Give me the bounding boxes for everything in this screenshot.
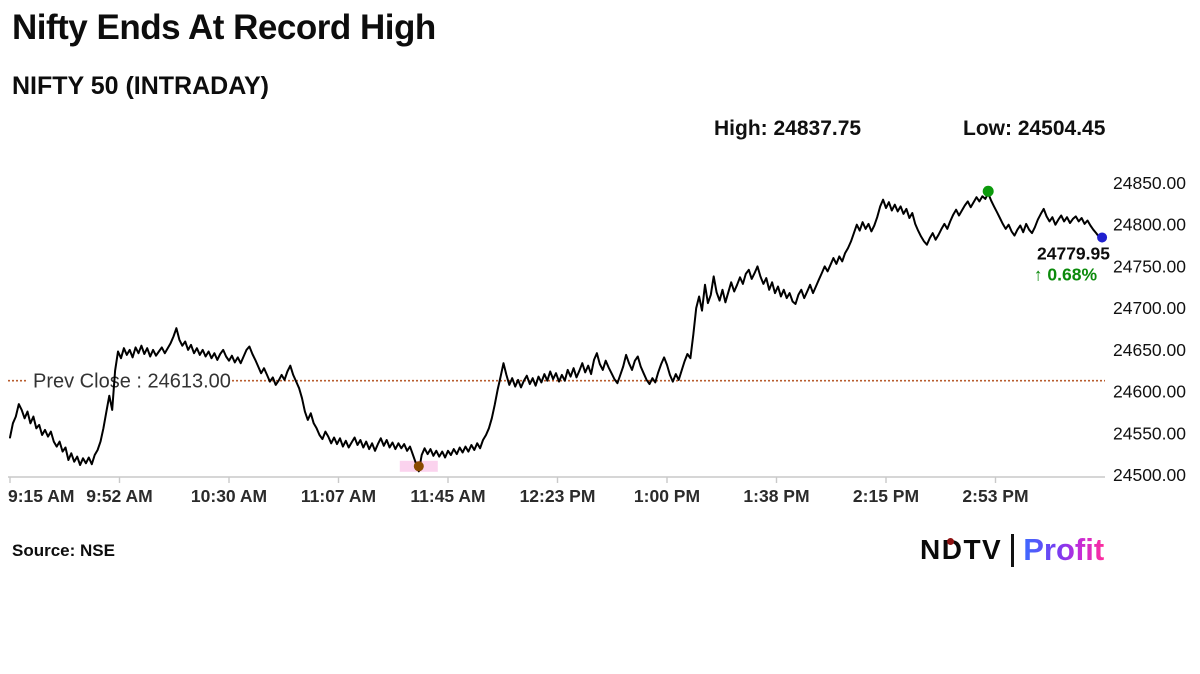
profit-logo-text: Profit [1023, 532, 1105, 567]
x-axis-label: 12:23 PM [520, 486, 596, 506]
last-price-marker-dot [1097, 232, 1108, 243]
chart-subtitle: NIFTY 50 (INTRADAY) [12, 72, 269, 100]
high-marker-dot [982, 185, 994, 197]
high-value-label: High: 24837.75 [714, 117, 862, 140]
low-marker-dot [413, 461, 424, 472]
x-axis-label: 9:52 AM [86, 486, 152, 506]
y-axis-label: 24500.00 [1113, 465, 1186, 485]
ndtv-logo-red-dot-icon [947, 538, 954, 545]
prev-close-label-bg [28, 366, 230, 393]
last-change-label: ↑ 0.68% [1034, 264, 1098, 284]
y-axis-label: 24600.00 [1113, 382, 1186, 402]
x-axis-label: 2:53 PM [962, 486, 1028, 506]
price-line [9, 192, 1104, 473]
x-axis-label: 10:30 AM [191, 486, 267, 506]
y-axis-label: 24650.00 [1113, 340, 1186, 360]
x-axis-label: 2:15 PM [853, 486, 919, 506]
x-axis-label: 9:15 AM [8, 486, 74, 506]
y-axis-label: 24800.00 [1113, 215, 1186, 235]
y-axis-label: 24700.00 [1113, 298, 1186, 318]
y-axis-label: 24550.00 [1113, 423, 1186, 443]
ndtv-logo-wrap: NDTV [920, 534, 1002, 566]
ndtv-profit-logo: NDTV Profit [920, 532, 1104, 568]
source-label: Source: NSE [12, 541, 115, 560]
x-axis-label: 1:38 PM [743, 486, 809, 506]
y-axis-label: 24750.00 [1113, 256, 1186, 276]
low-value-label: Low: 24504.45 [963, 117, 1106, 140]
last-price-label: 24779.95 [1037, 243, 1110, 263]
x-axis-label: 11:07 AM [301, 486, 376, 506]
logo-separator-bar [1011, 533, 1015, 567]
x-axis-label: 11:45 AM [410, 486, 485, 506]
x-axis-label: 1:00 PM [634, 486, 700, 506]
prev-close-label: Prev Close : 24613.00 [33, 371, 231, 393]
y-axis-label: 24850.00 [1113, 173, 1186, 193]
ndtv-logo-text: NDTV [920, 534, 1003, 565]
page-title: Nifty Ends At Record High [12, 8, 436, 47]
